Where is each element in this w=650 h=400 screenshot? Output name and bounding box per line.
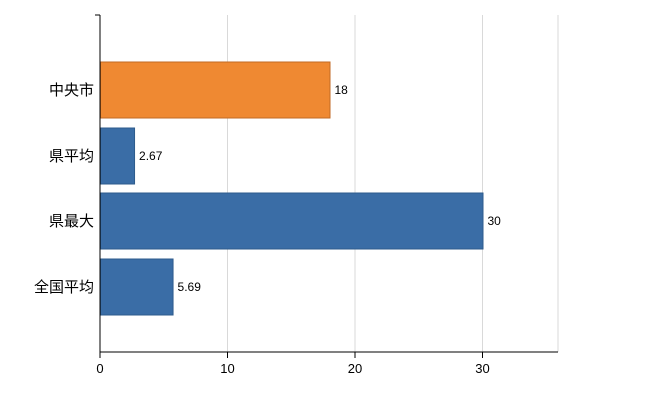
bar-value-label: 18 [335,83,349,97]
x-tick-label: 0 [96,361,103,376]
category-label: 県平均 [49,148,94,165]
bar-value-label: 5.69 [178,280,202,294]
axis-ticks [95,14,483,358]
bar-0 [100,61,331,119]
axes [99,15,558,353]
bar-value-labels: 18 2.67 30 5.69 [139,83,501,294]
bar-value-label: 30 [488,214,502,228]
x-tick-labels: 0 10 20 30 [96,361,489,376]
bar-1 [100,127,136,185]
category-label: 県最大 [49,213,94,230]
category-label: 中央市 [49,82,94,99]
bar-value-label: 2.67 [139,149,163,163]
x-tick-label: 10 [220,361,234,376]
bar-2 [100,192,484,250]
gridlines [227,15,559,352]
x-tick-label: 20 [348,361,362,376]
bars [100,61,484,316]
category-label: 全国平均 [34,278,94,296]
x-tick-label: 30 [475,361,489,376]
bar-3 [100,258,174,316]
